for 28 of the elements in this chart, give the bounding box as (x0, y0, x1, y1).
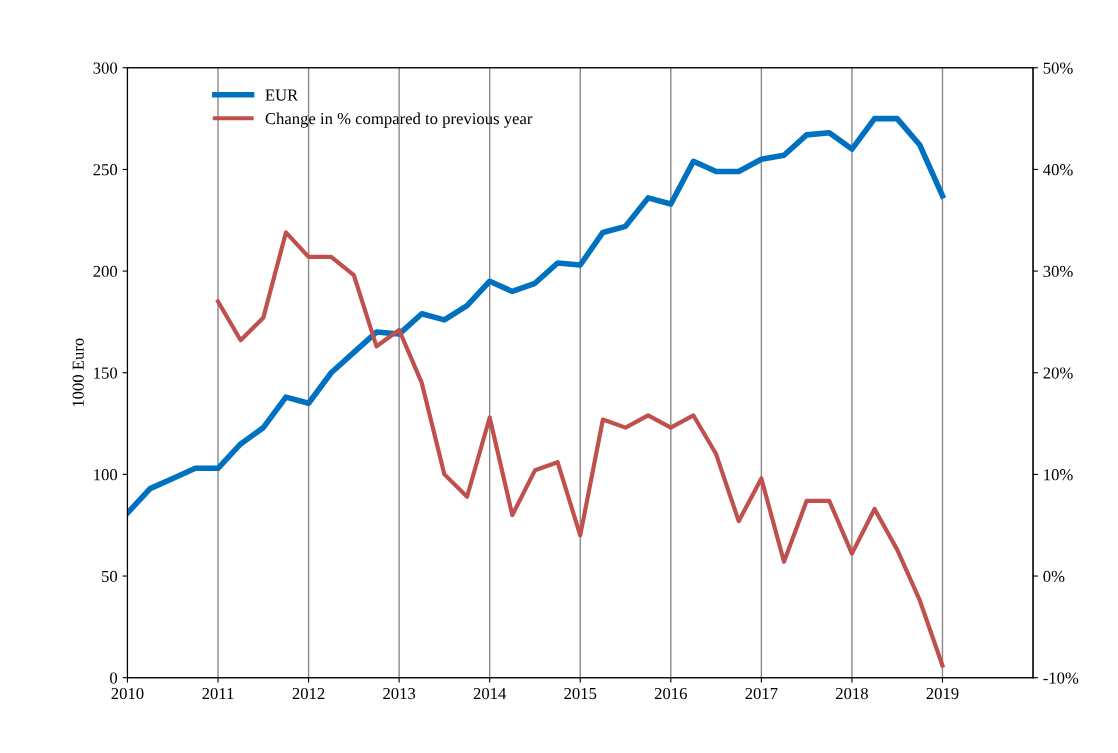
y-tick-label: 200 (93, 265, 118, 278)
x-tick-label: 2014 (473, 687, 507, 700)
x-tick-label: 2012 (292, 687, 325, 700)
y-tick-label: 50 (102, 570, 118, 582)
y-tick-label: 250 (93, 164, 118, 176)
x-tick-label: 2017 (745, 687, 778, 700)
y2-tick-label: 30% (1043, 265, 1073, 278)
y2-tick-label: 50% (1043, 62, 1073, 74)
x-tick-label: 2015 (564, 687, 597, 700)
x-tick-label: 2016 (654, 687, 687, 700)
y-axis-title: 1000 Euro (72, 338, 84, 407)
x-tick-label: 2011 (202, 687, 234, 700)
x-tick-label: 2010 (111, 687, 144, 700)
y2-tick-label: 20% (1043, 367, 1073, 379)
y2-tick-label: -10% (1043, 672, 1079, 684)
x-tick-label: 2013 (383, 687, 416, 700)
x-tick-label: 2019 (926, 687, 959, 700)
x-tick-label: 2018 (835, 687, 868, 700)
y-tick-label: 150 (94, 367, 118, 379)
y2-tick-label: 40% (1043, 164, 1073, 176)
y-tick-label: 0 (110, 672, 118, 684)
y2-tick-label: 10% (1044, 469, 1073, 481)
line-series (215, 230, 945, 668)
y-tick-label: 100 (94, 469, 118, 481)
legend-label: Change in % compared to previous year (265, 112, 533, 128)
legend-label: EUR (265, 89, 299, 101)
y2-tick-label: 0% (1043, 570, 1065, 583)
y-tick-label: 300 (93, 62, 118, 74)
